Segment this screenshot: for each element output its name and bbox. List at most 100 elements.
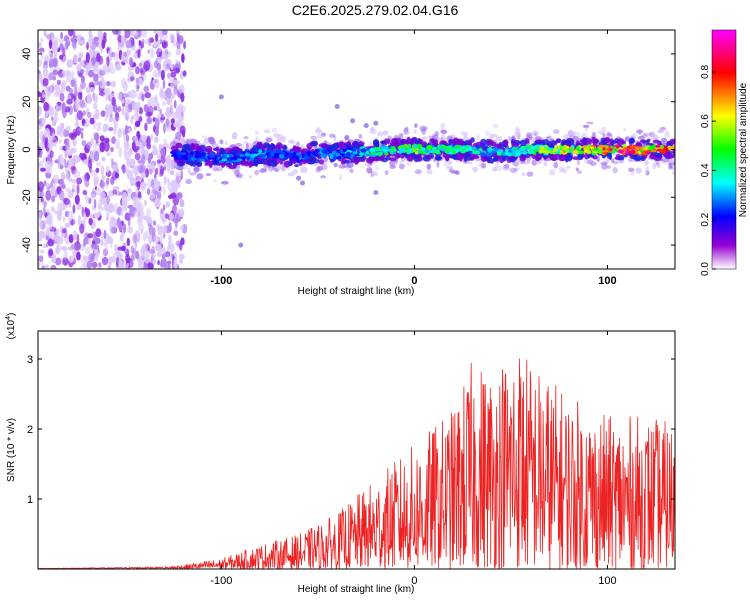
signal-peak-blob (630, 149, 636, 155)
noise-blob (170, 118, 175, 124)
signal-peak-blob (258, 149, 263, 153)
signal-halo-blob (213, 178, 217, 183)
signal-halo-blob (384, 170, 389, 175)
noise-blob (44, 264, 49, 269)
noise-blob (50, 230, 56, 241)
noise-blob (89, 117, 95, 125)
noise-blob (60, 31, 63, 39)
noise-blob (100, 199, 107, 205)
signal-core-blob (422, 141, 427, 145)
noise-blob (88, 217, 93, 226)
signal-core-blob (407, 155, 414, 162)
signal-core-blob (640, 156, 646, 162)
signal-core-blob (629, 153, 637, 158)
outlier-blob (363, 123, 369, 129)
signal-core-blob (196, 162, 202, 168)
signal-halo-blob (623, 127, 627, 132)
noise-blob (39, 190, 44, 199)
noise-blob (100, 165, 105, 176)
noise-blob (66, 71, 70, 78)
noise-blob (150, 163, 155, 170)
noise-blob (135, 250, 140, 260)
noise-blob (45, 182, 50, 188)
noise-blob (123, 51, 127, 58)
signal-peak-blob (226, 157, 234, 161)
signal-halo-blob (317, 165, 323, 171)
signal-core-blob (343, 159, 351, 164)
noise-blob (141, 38, 145, 45)
noise-blob (181, 53, 185, 63)
noise-blob (103, 141, 110, 152)
signal-peak-blob (173, 156, 179, 160)
signal-halo-blob (189, 138, 198, 145)
signal-halo-blob (205, 173, 212, 177)
noise-blob (153, 234, 160, 245)
noise-blob (133, 135, 138, 141)
noise-blob (70, 70, 75, 79)
noise-blob (89, 213, 94, 218)
noise-blob (176, 193, 183, 200)
noise-blob (157, 225, 163, 236)
noise-blob (129, 30, 134, 38)
signal-halo-blob (589, 161, 597, 167)
noise-blob (83, 211, 87, 223)
signal-halo-blob (366, 166, 373, 174)
signal-halo-blob (271, 127, 278, 133)
noise-blob (52, 174, 59, 182)
noise-blob (133, 209, 140, 218)
noise-blob (143, 85, 150, 92)
noise-blob (40, 167, 47, 172)
signal-halo-blob (553, 161, 559, 169)
noise-blob (86, 173, 91, 181)
noise-blob (113, 104, 118, 113)
noise-blob (48, 90, 52, 97)
noise-blob (80, 81, 86, 90)
signal-halo-blob (585, 126, 589, 132)
signal-core-blob (503, 139, 509, 147)
signal-core-blob (437, 156, 443, 160)
signal-halo-blob (463, 131, 468, 139)
noise-blob (80, 264, 87, 269)
signal-halo-blob (231, 135, 238, 140)
noise-blob (152, 79, 155, 84)
signal-peak-blob (427, 145, 431, 149)
signal-halo-blob (543, 161, 547, 167)
noise-blob (88, 69, 95, 78)
signal-core-blob (557, 138, 562, 143)
signal-halo-blob (436, 160, 440, 168)
signal-peak-blob (575, 146, 581, 152)
x-tick-label: 100 (598, 275, 616, 287)
noise-blob (146, 116, 152, 125)
signal-core-blob (580, 140, 588, 144)
signal-peak-blob (246, 156, 251, 161)
noise-blob (120, 210, 124, 217)
signal-peak-blob (570, 144, 575, 150)
signal-halo-blob (177, 170, 184, 177)
colorbar-tick-label: 0.2 (700, 212, 711, 226)
noise-blob (140, 246, 146, 257)
snr-frame (37, 330, 676, 570)
signal-halo-blob (333, 162, 338, 168)
signal-core-blob (640, 139, 645, 143)
signal-halo-blob (468, 161, 472, 165)
noise-blob (130, 245, 134, 254)
noise-blob (159, 248, 164, 253)
noise-blob (162, 79, 166, 89)
noise-blob (38, 42, 42, 48)
noise-blob (169, 33, 175, 42)
noise-blob (146, 137, 150, 143)
noise-blob (161, 225, 168, 235)
noise-blob (77, 215, 82, 226)
signal-peak-blob (257, 154, 264, 158)
noise-blob (135, 66, 140, 75)
noise-blob (154, 94, 158, 103)
noise-blob (83, 122, 90, 128)
noise-blob (38, 261, 41, 268)
signal-peak-blob (172, 153, 177, 157)
figure-title: C2E6.2025.279.02.04.G16 (292, 2, 459, 18)
signal-halo-blob (637, 136, 645, 140)
signal-peak-blob (661, 149, 666, 155)
signal-halo-blob (514, 166, 521, 171)
noise-blob (100, 110, 106, 117)
signal-halo-blob (421, 136, 428, 140)
